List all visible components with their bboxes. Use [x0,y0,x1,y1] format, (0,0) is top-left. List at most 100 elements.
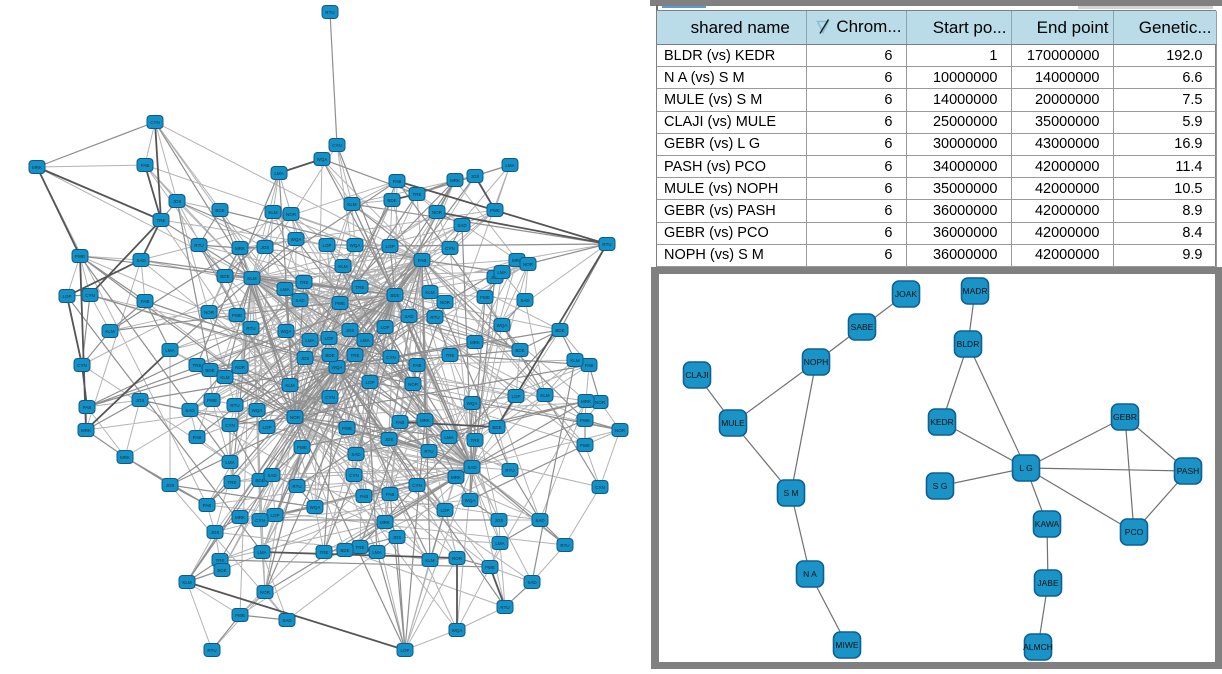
svg-text:BDE: BDE [325,353,334,358]
svg-text:TRE: TRE [446,353,455,358]
svg-text:CYN: CYN [349,473,359,478]
svg-text:MRK: MRK [420,418,430,423]
svg-text:PAB: PAB [141,163,150,168]
svg-text:LOP: LOP [270,513,279,518]
svg-text:MRK: MRK [32,165,42,170]
svg-text:ALMCH: ALMCH [1023,642,1053,652]
svg-text:LMA: LMA [225,460,234,465]
svg-text:TRE: TRE [471,438,480,443]
svg-text:NOR: NOR [260,590,271,595]
svg-text:CYN: CYN [595,485,605,490]
svg-text:BDE: BDE [492,425,501,430]
svg-text:BLDR: BLDR [957,339,980,349]
svg-text:CYN: CYN [77,363,87,368]
svg-text:BDE: BDE [220,274,229,279]
svg-text:LMA: LMA [257,550,266,555]
svg-text:LMA: LMA [497,270,506,275]
svg-text:LOP: LOP [324,336,333,341]
svg-text:PWE: PWE [490,208,500,213]
svg-text:BDE: BDE [387,198,396,203]
svg-text:JOS: JOS [211,530,220,535]
svg-text:JABE: JABE [1037,578,1059,588]
svg-text:TRE: TRE [157,218,166,223]
svg-text:TRE: TRE [413,192,422,197]
svg-text:MADR: MADR [962,286,987,296]
svg-text:CYN: CYN [85,293,95,298]
svg-text:KLM: KLM [338,264,348,269]
svg-text:SAD: SAD [457,223,467,228]
svg-text:LMA: LMA [274,171,283,176]
svg-text:MRK: MRK [512,258,522,263]
svg-text:LMA: LMA [495,541,504,546]
svg-text:SAD: SAD [185,408,195,413]
svg-text:WQA: WQA [252,408,263,413]
svg-text:MRK: MRK [81,428,91,433]
svg-text:MRK: MRK [581,399,591,404]
svg-text:SAD: SAD [136,258,146,263]
svg-text:LMA: LMA [280,287,289,292]
svg-text:WQA: WQA [497,323,508,328]
svg-text:CYN: CYN [225,423,235,428]
svg-text:PWE: PWE [335,301,345,306]
svg-text:MULE: MULE [721,418,745,428]
svg-text:PAB: PAB [396,420,405,425]
svg-text:CYN: CYN [325,395,335,400]
svg-text:WQA: WQA [310,505,321,510]
svg-text:NOR: NOR [523,262,534,267]
svg-text:GEBR: GEBR [1113,412,1137,422]
svg-text:LOP: LOP [385,244,394,249]
svg-text:WQA: WQA [465,498,476,503]
svg-text:PAB: PAB [585,363,594,368]
svg-text:SAD: SAD [527,580,537,585]
svg-text:KLM: KLM [105,329,115,334]
svg-text:L G: L G [1019,463,1032,473]
svg-text:CYN: CYN [386,355,396,360]
svg-text:LOP: LOP [400,648,409,653]
svg-text:TRE: TRE [216,558,225,563]
svg-text:SAD: SAD [267,473,277,478]
svg-text:PAB: PAB [386,492,395,497]
svg-text:LOP: LOP [322,243,331,248]
svg-text:MRK: MRK [450,178,460,183]
svg-text:NOR: NOR [595,400,606,405]
svg-text:RTU: RTU [325,10,334,15]
svg-text:KLM: KLM [220,375,230,380]
svg-text:BDE: BDE [390,293,399,298]
svg-text:BDE: BDE [217,568,226,573]
svg-text:PWE: PWE [342,426,352,431]
svg-text:LOP: LOP [511,394,520,399]
svg-text:BDE: BDE [255,478,264,483]
svg-text:TRE: TRE [356,545,365,550]
svg-text:WQA: WQA [452,628,463,633]
svg-text:PAB: PAB [141,299,150,304]
svg-text:LOP: LOP [440,508,449,513]
svg-text:KLM: KLM [570,358,580,363]
svg-text:KLM: KLM [285,383,295,388]
svg-text:WQA: WQA [467,401,478,406]
svg-text:TRE: TRE [351,353,360,358]
svg-text:JOS: JOS [166,483,175,488]
svg-text:LMA: LMA [360,338,369,343]
svg-text:LMA: LMA [505,163,514,168]
svg-text:SAD: SAD [520,298,530,303]
svg-text:TRE: TRE [193,363,202,368]
svg-text:LMA: LMA [372,550,381,555]
svg-text:JOS: JOS [471,174,480,179]
svg-text:NOR: NOR [204,310,215,315]
svg-text:MRK: MRK [235,515,245,520]
svg-text:KAWA: KAWA [1035,519,1060,529]
svg-text:KEDR: KEDR [930,417,954,427]
svg-text:CYN: CYN [255,518,265,523]
svg-text:NOR: NOR [286,212,297,217]
svg-text:SAD: SAD [404,314,414,319]
svg-text:WQA: WQA [281,329,292,334]
svg-text:MRK: MRK [120,455,130,460]
svg-text:JOS: JOS [173,199,182,204]
svg-text:KLM: KLM [247,276,257,281]
svg-text:KLM: KLM [425,558,435,563]
svg-text:TRE: TRE [356,285,365,290]
svg-text:SAD: SAD [295,298,305,303]
svg-text:RTU: RTU [230,403,239,408]
svg-text:RTU: RTU [424,449,433,454]
svg-text:JOAK: JOAK [895,289,918,299]
